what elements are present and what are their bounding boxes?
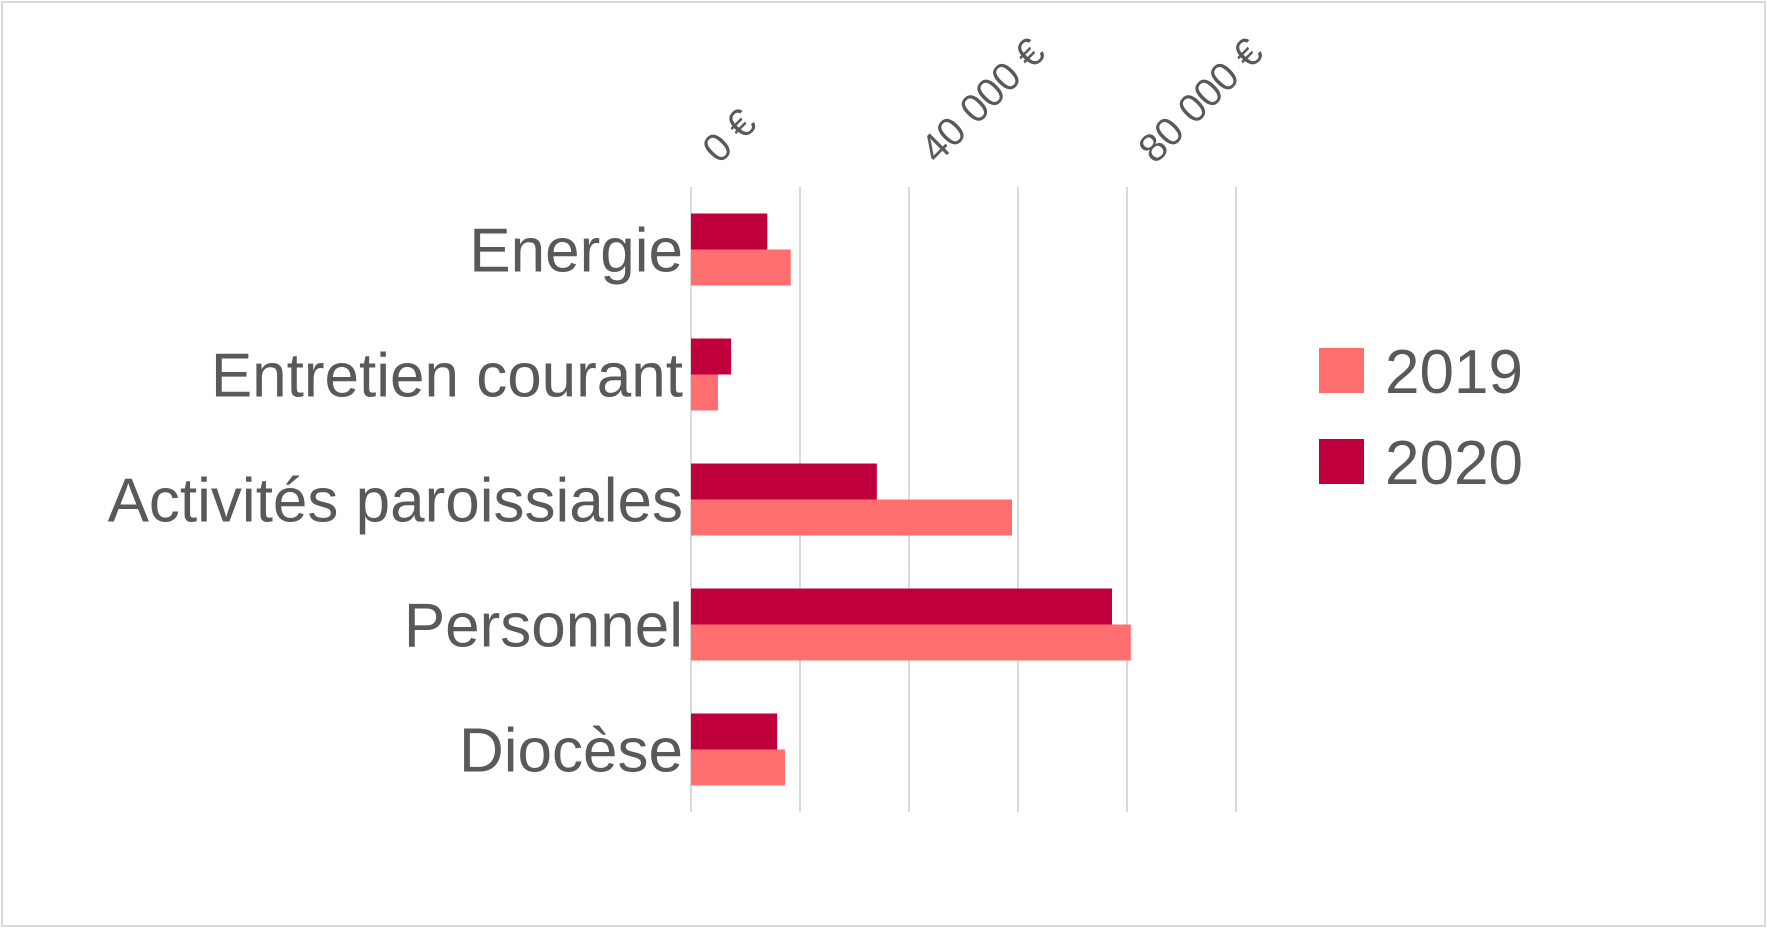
bar (691, 713, 778, 750)
bar (691, 749, 786, 786)
y-tick-label: Diocèse (459, 717, 683, 786)
legend-swatch (1319, 439, 1364, 484)
bar (691, 588, 1113, 625)
legend-label: 2020 (1385, 429, 1523, 498)
bar (691, 499, 1013, 536)
y-tick-label: Entretien courant (211, 342, 683, 411)
bar (691, 463, 877, 500)
legend-swatch (1319, 348, 1364, 393)
bar (691, 338, 732, 375)
y-tick-label: Personnel (404, 592, 683, 661)
bar (691, 374, 718, 411)
bar (691, 213, 768, 250)
y-tick-label: Energie (469, 217, 683, 286)
y-tick-label: Activités paroissiales (108, 467, 683, 536)
bar (691, 624, 1131, 661)
bar (691, 249, 791, 286)
legend-label: 2019 (1385, 338, 1523, 407)
